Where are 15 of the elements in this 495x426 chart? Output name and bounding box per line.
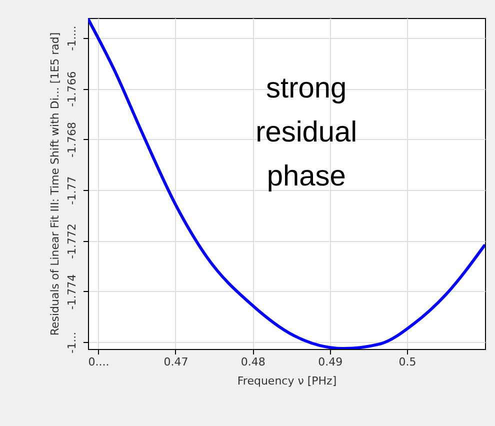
y-tick-label: -1.768 (66, 122, 78, 158)
annotation: strong residual phase (256, 72, 358, 192)
y-axis-title: Residuals of Linear Fit III: Time Shift with Di... [1E5 rad] (48, 32, 62, 336)
y-tick-label: -1.772 (66, 223, 78, 259)
x-axis-title: Frequency ν [PHz] (237, 374, 337, 388)
x-tick-label: 0.... (88, 356, 110, 368)
y-tick-label: -1... (66, 332, 78, 354)
x-tick-label: 0.47 (164, 356, 188, 368)
y-tick-label: -1.... (66, 26, 78, 51)
y-tick-label: -1.774 (66, 274, 78, 310)
x-tick-label: 0.48 (240, 356, 266, 368)
x-tick-label: 0.5 (398, 356, 416, 368)
y-tick-label: -1.77 (66, 176, 78, 205)
x-tick-label: 0.49 (318, 356, 343, 368)
y-tick-label: -1.766 (66, 71, 78, 107)
